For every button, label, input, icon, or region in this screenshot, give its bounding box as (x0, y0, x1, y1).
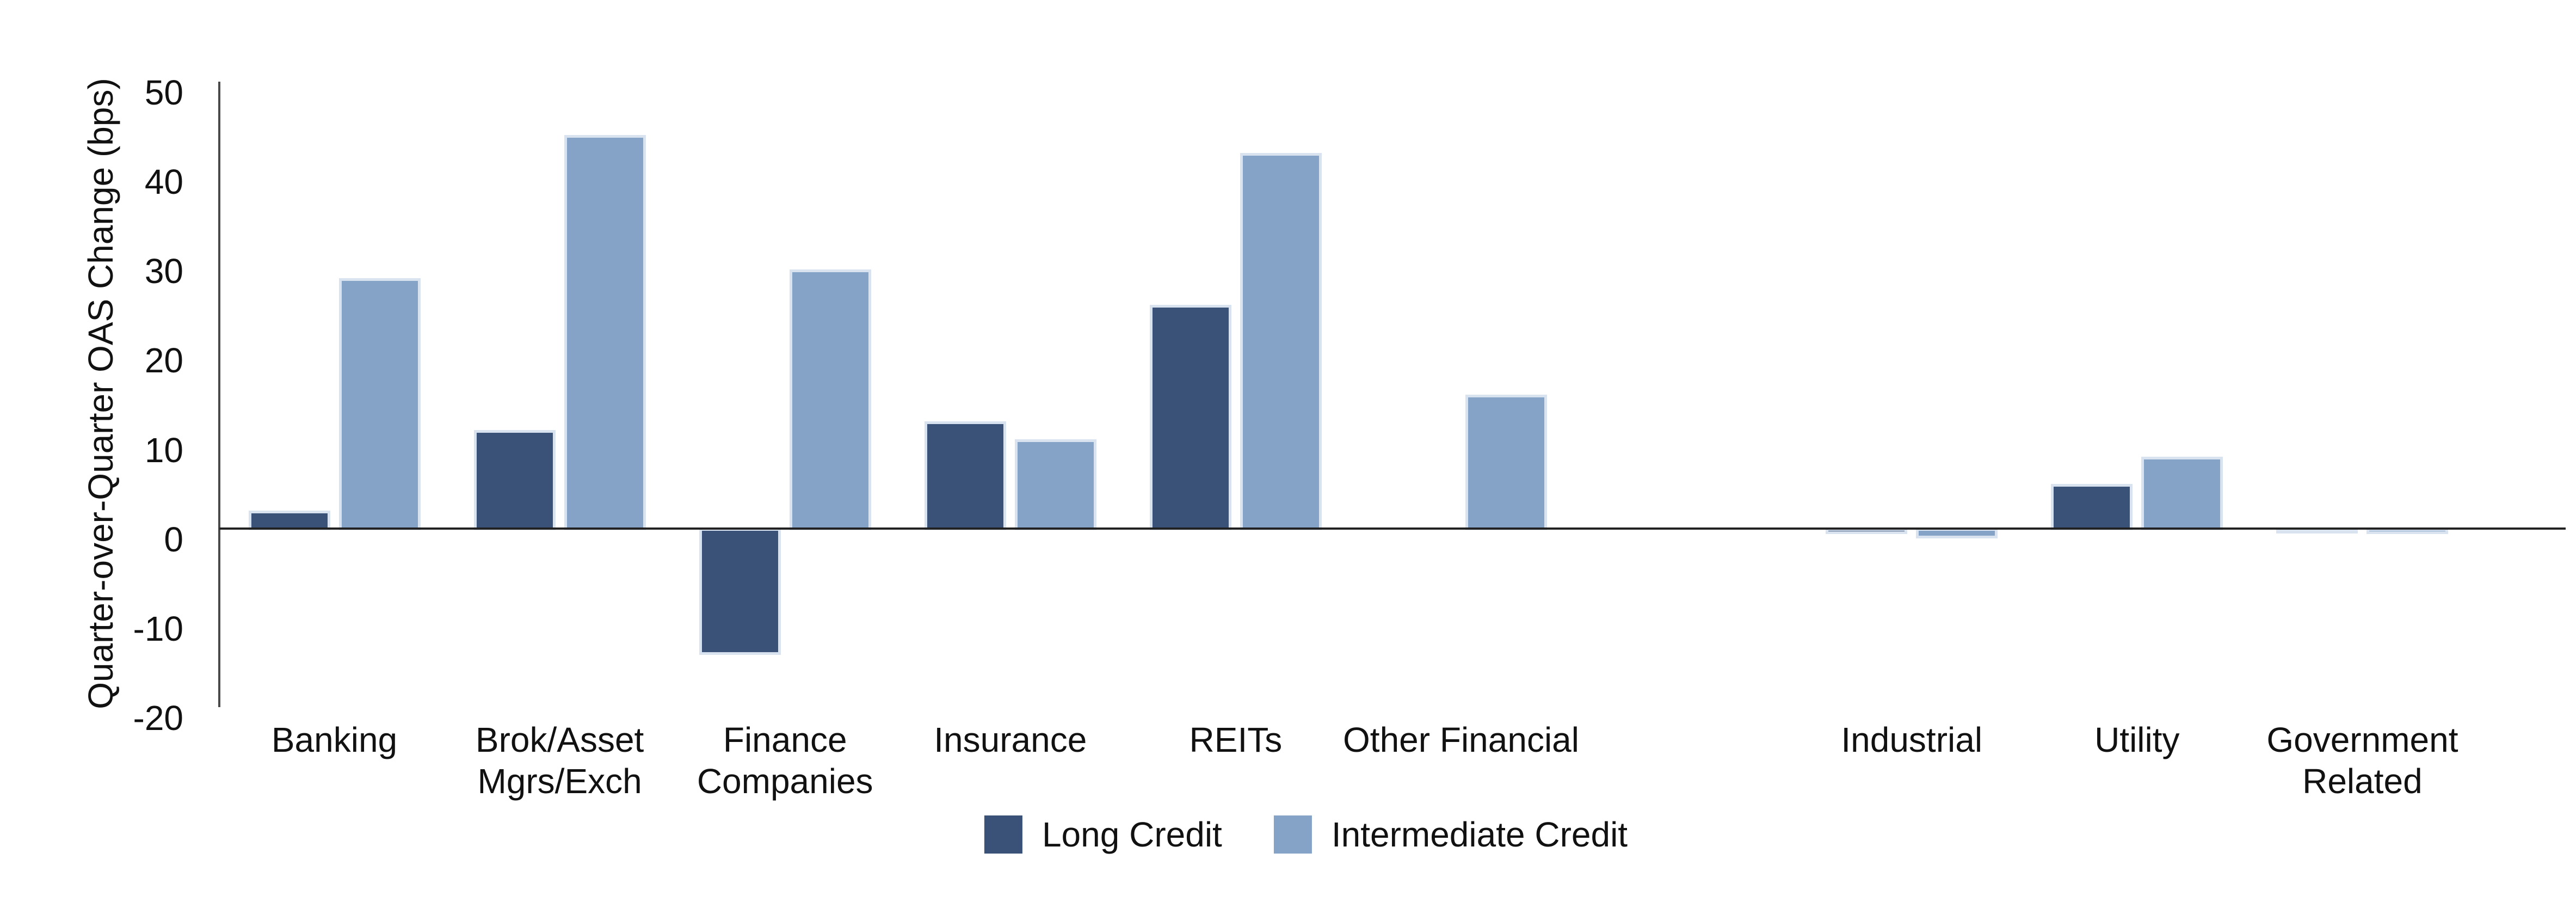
bar-long-credit-insurance (924, 421, 1006, 530)
bar-long-credit-finance-companies (699, 527, 781, 655)
bar-long-credit-reits (1149, 305, 1231, 530)
category-label-insurance: Insurance (934, 720, 1087, 759)
y-tick-label-0: 0 (164, 519, 183, 559)
category-label-industrial: Industrial (1841, 720, 1983, 759)
legend-item-long-credit: Long Credit (984, 815, 1222, 854)
bar-intermediate-credit-finance-companies (789, 269, 871, 530)
legend-item-intermediate-credit: Intermediate Credit (1273, 815, 1628, 854)
y-tick-label-30: 30 (144, 251, 183, 291)
y-tick-label--10: -10 (133, 609, 184, 648)
bar-intermediate-credit-brok-asset-mgrs-exch (564, 135, 646, 530)
bar-intermediate-credit-other-financial (1465, 394, 1547, 530)
bar-intermediate-credit-utility (2141, 457, 2223, 530)
category-label-finance-companies: Finance Companies (697, 720, 873, 801)
legend-label-long-credit: Long Credit (1042, 815, 1222, 854)
category-label-banking: Banking (271, 720, 398, 759)
bar-long-credit-banking (248, 510, 330, 530)
bar-long-credit-brok-asset-mgrs-exch (473, 430, 556, 530)
y-tick-label-40: 40 (144, 162, 183, 202)
category-label-brok-asset-mgrs-exch: Brok/Asset Mgrs/Exch (475, 720, 644, 801)
category-label-reits: REITs (1189, 720, 1283, 759)
legend-swatch-intermediate-credit (1273, 815, 1312, 854)
bar-long-credit-utility (2051, 483, 2133, 530)
y-tick-label-50: 50 (144, 73, 183, 112)
category-label-government-related: Government Related (2266, 720, 2458, 801)
y-tick-label--20: -20 (133, 698, 184, 738)
legend-swatch-long-credit (984, 815, 1022, 854)
y-tick-label-10: 10 (144, 430, 183, 470)
bar-intermediate-credit-insurance (1014, 439, 1096, 530)
category-label-other-financial: Other Financial (1343, 720, 1579, 759)
legend: Long Credit Intermediate Credit (984, 815, 1628, 854)
legend-label-intermediate-credit: Intermediate Credit (1331, 815, 1628, 854)
bar-intermediate-credit-reits (1240, 153, 1322, 530)
y-tick-label-20: 20 (144, 341, 183, 381)
zero-baseline (219, 527, 2566, 530)
y-axis-line (218, 82, 220, 707)
bar-intermediate-credit-banking (338, 278, 421, 530)
category-label-utility: Utility (2094, 720, 2180, 759)
